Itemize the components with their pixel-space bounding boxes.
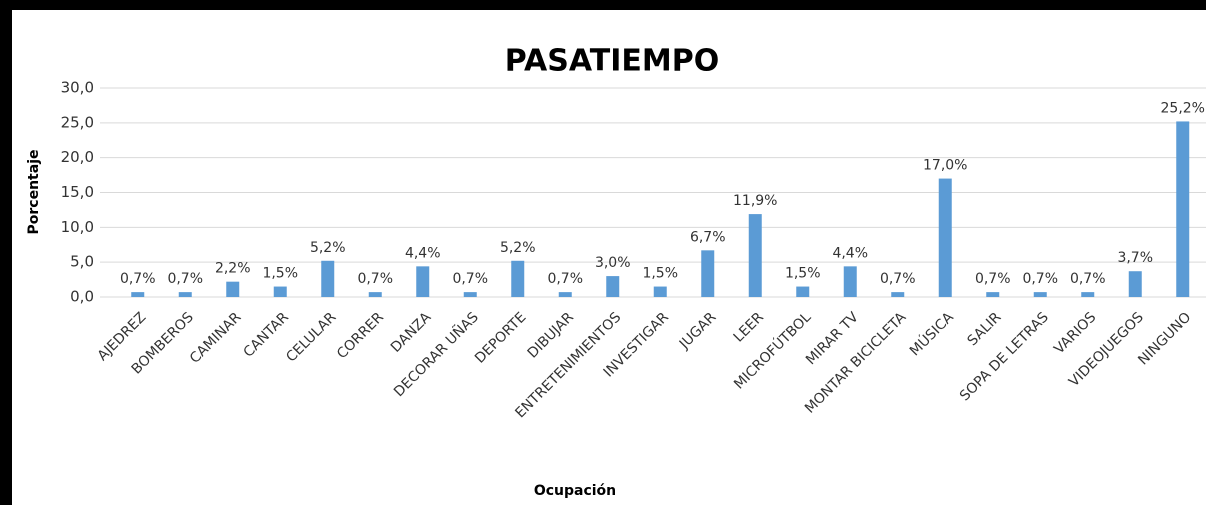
- bar: [558, 292, 572, 297]
- bar: [653, 286, 667, 297]
- bar: [226, 281, 240, 297]
- y-tick-label: 25,0: [61, 113, 94, 131]
- value-label: 4,4%: [832, 245, 868, 261]
- y-tick-label: 20,0: [61, 148, 94, 166]
- value-label: 0,7%: [120, 271, 156, 287]
- value-label: 3,7%: [1117, 250, 1153, 266]
- value-label: 0,7%: [167, 271, 203, 287]
- y-tick-label: 30,0: [61, 79, 94, 97]
- y-tick-label: 15,0: [61, 183, 94, 201]
- bar: [1033, 292, 1047, 297]
- bar: [131, 292, 145, 297]
- value-label: 5,2%: [500, 240, 536, 256]
- value-label: 0,7%: [357, 271, 393, 287]
- value-label: 0,7%: [1022, 271, 1058, 287]
- value-label: 11,9%: [733, 193, 777, 209]
- bar: [986, 292, 1000, 297]
- y-axis-label: Porcentaje: [26, 150, 42, 235]
- value-label: 5,2%: [310, 240, 346, 256]
- value-label: 25,2%: [1161, 100, 1205, 116]
- value-label: 0,7%: [880, 271, 916, 287]
- bar: [1128, 271, 1142, 297]
- bar: [891, 292, 905, 297]
- value-label: 0,7%: [975, 271, 1011, 287]
- border-top: [0, 0, 1206, 10]
- value-label: 1,5%: [785, 266, 821, 282]
- bar: [748, 214, 762, 297]
- value-label: 4,4%: [405, 245, 441, 261]
- bar: [1176, 121, 1190, 297]
- bar: [843, 266, 857, 297]
- bar: [178, 292, 192, 297]
- value-label: 1,5%: [642, 266, 678, 282]
- value-label: 2,2%: [215, 261, 251, 277]
- y-tick-label: 5,0: [70, 253, 94, 271]
- bar: [368, 292, 382, 297]
- value-label: 6,7%: [690, 229, 726, 245]
- bar: [321, 260, 335, 297]
- y-tick-label: 0,0: [70, 288, 94, 306]
- value-label: 0,7%: [452, 271, 488, 287]
- value-label: 1,5%: [262, 266, 298, 282]
- bar: [1081, 292, 1095, 297]
- bar: [938, 178, 952, 297]
- bar: [273, 286, 287, 297]
- bar: [416, 266, 430, 297]
- bar: [701, 250, 715, 297]
- bar: [511, 260, 525, 297]
- bar: [796, 286, 810, 297]
- value-label: 3,0%: [595, 255, 631, 271]
- value-label: 0,7%: [547, 271, 583, 287]
- border-left: [0, 0, 12, 505]
- value-label: 0,7%: [1070, 271, 1106, 287]
- chart-title: PASATIEMPO: [505, 44, 719, 79]
- bar: [606, 276, 620, 297]
- bar: [463, 292, 477, 297]
- value-label: 17,0%: [923, 158, 967, 174]
- y-tick-label: 10,0: [61, 218, 94, 236]
- x-axis-label: Ocupación: [534, 483, 616, 499]
